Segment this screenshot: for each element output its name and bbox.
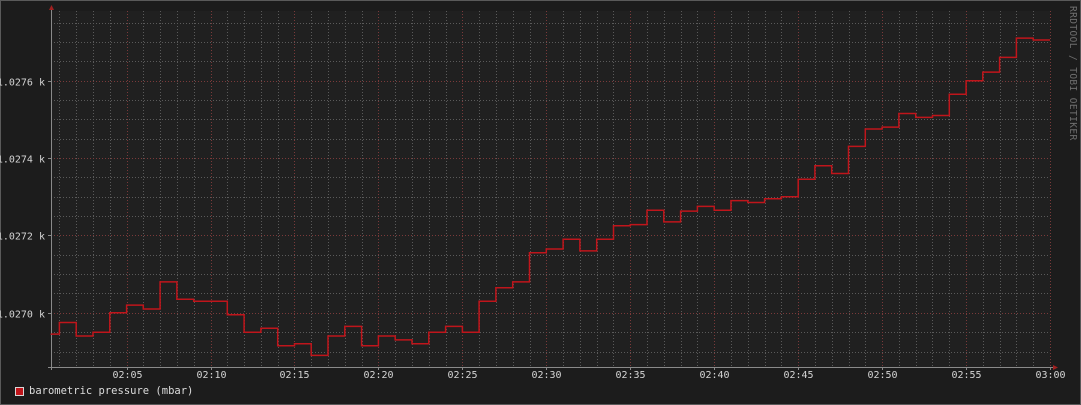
data-point [680, 210, 682, 212]
data-point [629, 224, 631, 226]
data-point [461, 331, 463, 333]
data-point [377, 335, 379, 337]
data-point [226, 314, 228, 316]
data-point [126, 304, 128, 306]
data-point [58, 321, 61, 324]
y-tick-label: 1.0272 k [0, 232, 45, 243]
data-point [663, 221, 665, 223]
data-point [1015, 37, 1018, 39]
data-point [847, 145, 850, 147]
y-tick-label: 1.0274 k [0, 155, 45, 166]
data-point [948, 93, 950, 95]
axes [48, 5, 1058, 370]
data-point [142, 308, 144, 310]
x-tick-label: 02:55 [951, 370, 981, 381]
data-point [831, 172, 833, 175]
data-point [713, 209, 715, 211]
data-point [394, 339, 396, 341]
data-point [915, 116, 917, 118]
data-point [478, 300, 480, 302]
data-point [1032, 39, 1034, 41]
data-point [277, 345, 279, 347]
data-point [209, 300, 212, 302]
data-point [411, 343, 413, 345]
data-point [260, 327, 262, 329]
data-point [797, 178, 799, 180]
x-tick-label: 02:20 [363, 370, 393, 381]
data-point [747, 201, 749, 204]
data-point [814, 165, 816, 167]
x-tick-label: 02:30 [531, 370, 561, 381]
data-point [243, 331, 245, 333]
data-point [512, 281, 514, 283]
y-tick-label: 1.0270 k [0, 310, 45, 321]
data-point [545, 248, 547, 250]
data-point [730, 200, 732, 202]
data-point [562, 238, 564, 240]
x-tick-label: 02:25 [447, 370, 477, 381]
plot-area [51, 11, 1050, 367]
data-point [965, 80, 967, 82]
data-point [596, 238, 598, 240]
y-axis-arrow [49, 5, 54, 10]
x-tick-label: 02:35 [615, 370, 645, 381]
data-point [159, 281, 161, 283]
tick-labels: 1.0270 k 1.0272 k 1.0274 k 1.0276 k 02:05 02:… [0, 78, 1066, 382]
data-point [864, 128, 866, 130]
data-point [344, 325, 346, 327]
x-axis-arrow [1053, 365, 1058, 370]
data-point [579, 250, 581, 252]
x-tick-label: 03:00 [1035, 370, 1065, 381]
data-point [982, 71, 984, 73]
grid [48, 11, 1051, 370]
x-tick-label: 02:40 [699, 370, 729, 381]
data-point [293, 343, 296, 345]
y-tick-label: 1.0276 k [0, 78, 45, 89]
data-point [612, 225, 615, 227]
legend: barometric pressure (mbar) [15, 385, 193, 397]
data-point [310, 354, 312, 356]
data-point [528, 252, 531, 254]
data-point [176, 298, 178, 300]
data-point [999, 56, 1001, 59]
data-point [780, 196, 783, 198]
data-point [193, 300, 195, 302]
data-point [445, 325, 447, 327]
legend-label: barometric pressure (mbar) [29, 385, 194, 397]
data-point [764, 198, 766, 200]
x-tick-label: 02:45 [783, 370, 813, 381]
x-tick-label: 02:05 [112, 370, 142, 381]
legend-swatch [15, 386, 24, 396]
data-point [361, 345, 363, 347]
data-point [428, 331, 430, 333]
series-layer [50, 37, 1050, 357]
data-point [881, 126, 883, 128]
x-tick-label: 02:15 [279, 370, 309, 381]
data-point [898, 112, 900, 115]
rrdtool-watermark: RRDTOOL / TOBI OETIKER [1067, 6, 1078, 141]
data-point [92, 331, 94, 333]
data-point [109, 312, 111, 314]
data-point [50, 333, 52, 335]
x-tick-label: 02:10 [196, 370, 226, 381]
data-point [495, 287, 497, 289]
data-point [646, 209, 648, 211]
data-point [327, 335, 329, 337]
data-point [75, 335, 77, 337]
data-point [696, 205, 699, 207]
x-tick-label: 02:50 [867, 370, 897, 381]
data-point [931, 114, 934, 117]
